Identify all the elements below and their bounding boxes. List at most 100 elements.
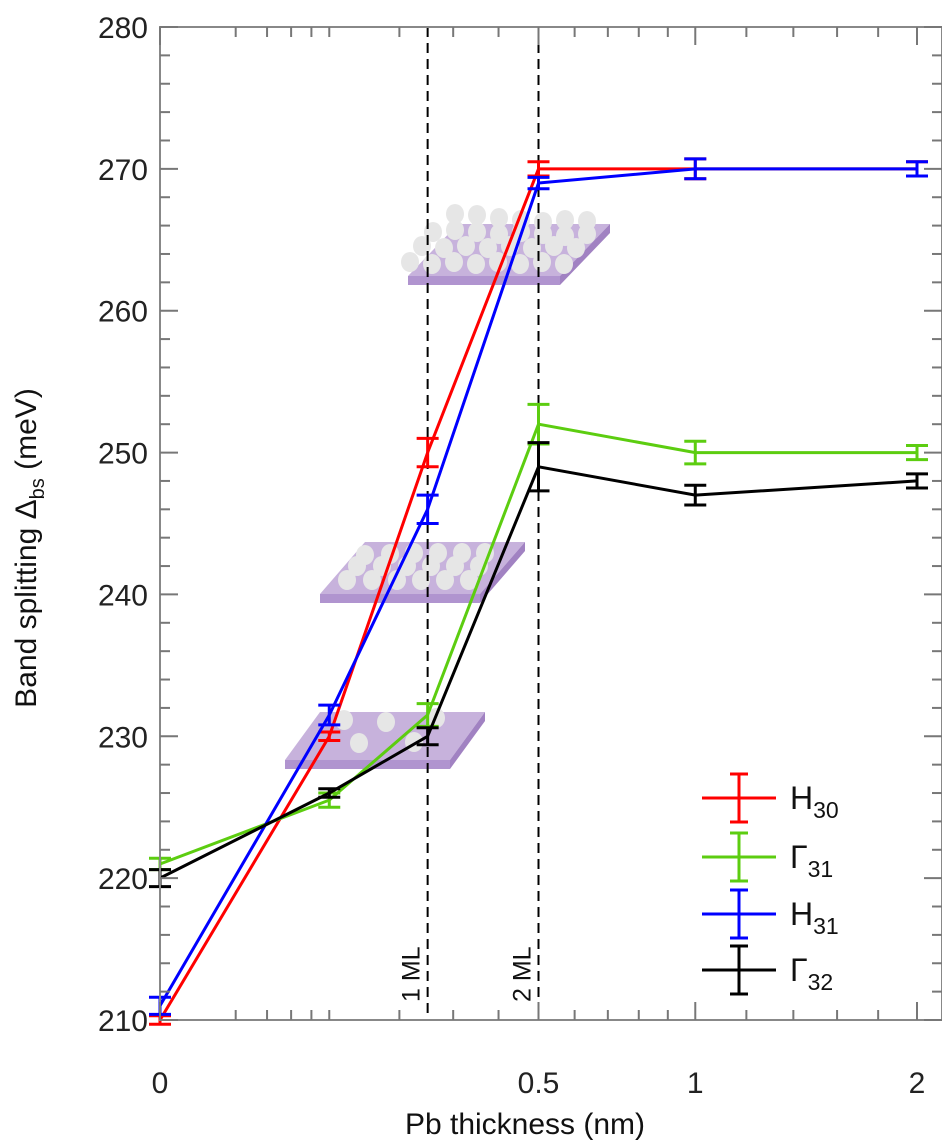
data-point — [416, 493, 439, 525]
data-point — [416, 436, 439, 469]
pb-cluster — [422, 556, 440, 576]
pb-cluster — [578, 224, 596, 244]
y-tick-label: 240 — [98, 579, 148, 612]
legend-label-main: Γ — [790, 839, 808, 875]
substrate-front-face — [408, 276, 560, 285]
y-axis-title: Band splitting Δbs (meV) — [10, 388, 49, 708]
substrate-side-face — [450, 712, 485, 769]
y-axis-title-subscript: bs — [27, 478, 49, 499]
x-tick-label: 0.5 — [518, 1067, 560, 1100]
data-point — [318, 703, 341, 727]
pb-cluster — [446, 556, 464, 576]
pb-cluster — [468, 222, 486, 242]
y-tick-label: 270 — [98, 154, 148, 187]
series-4 — [149, 441, 928, 889]
data-point — [684, 439, 707, 466]
pb-cluster — [460, 570, 478, 590]
y-tick-label: 250 — [98, 438, 148, 471]
data-point — [684, 483, 707, 507]
vline-label-2: 2 ML — [509, 946, 537, 1002]
series-line — [159, 465, 918, 880]
pb-cluster — [445, 252, 463, 272]
data-point — [906, 160, 928, 178]
axis-titles: Pb thickness (nm) Band splitting Δbs (me… — [10, 388, 645, 1141]
x-tick-label: 2 — [909, 1067, 926, 1100]
pb-cluster — [490, 224, 508, 244]
series-2 — [149, 402, 928, 872]
substrate-front-face — [320, 594, 480, 603]
data-point — [527, 175, 550, 191]
axes — [159, 26, 942, 1021]
y-axis-title-unit: (meV) — [10, 388, 43, 478]
y-tick-label: 230 — [98, 721, 148, 754]
pb-cluster — [511, 254, 529, 274]
legend-entry-2: Γ31 — [702, 831, 833, 883]
plot-frame — [159, 26, 942, 1021]
substrate-side-face — [560, 224, 610, 285]
pb-cluster — [545, 236, 563, 256]
y-axis-title-main: Band splitting Δ — [10, 499, 43, 708]
pb-cluster — [435, 238, 453, 258]
pb-cluster — [446, 220, 464, 240]
pb-cluster — [468, 205, 486, 225]
data-point — [906, 443, 928, 462]
legend-label-main: H — [790, 896, 813, 932]
legend-entry-4: Γ32 — [702, 944, 833, 996]
substrate-side-face — [480, 542, 525, 603]
tick-labels: 210 220 230 240 250 260 270 280 0 0.5 1 2 — [98, 12, 925, 1100]
legend-label: Γ32 — [790, 952, 833, 995]
data-series — [149, 157, 928, 1026]
legend-label: H30 — [790, 780, 839, 823]
data-point — [527, 441, 550, 493]
legend-label-main: H — [790, 780, 813, 816]
y-tick-label: 210 — [98, 1005, 148, 1038]
pb-cluster — [377, 712, 395, 732]
legend-entry-3: H31 — [702, 888, 839, 940]
series-line — [158, 167, 917, 1007]
substrate-illustration-3 — [401, 204, 610, 285]
x-tick-label: 0 — [152, 1067, 169, 1100]
pb-cluster — [523, 238, 541, 258]
pb-cluster — [423, 254, 441, 274]
pb-cluster — [338, 570, 356, 590]
pb-cluster — [533, 252, 551, 272]
data-point — [318, 787, 341, 799]
pb-cluster — [490, 208, 508, 228]
pb-cluster — [555, 254, 573, 274]
legend-entry-1: H30 — [702, 772, 839, 824]
pb-cluster — [412, 570, 430, 590]
legend-label-subscript: 31 — [813, 913, 839, 939]
pb-cluster — [556, 210, 574, 230]
pb-cluster — [436, 570, 454, 590]
pb-cluster — [567, 238, 585, 258]
y-tick-label: 260 — [98, 296, 148, 329]
pb-cluster — [479, 238, 497, 258]
pb-cluster — [413, 236, 431, 256]
data-point — [318, 730, 341, 743]
deposition-illustrations — [285, 204, 610, 769]
series-line — [159, 422, 917, 866]
substrate-front-face — [285, 760, 450, 769]
pb-cluster — [467, 254, 485, 274]
pb-cluster — [350, 733, 368, 753]
legend-label-main: Γ — [790, 952, 808, 988]
legend-label-subscript: 30 — [813, 797, 839, 823]
pb-cluster — [401, 252, 419, 272]
data-point — [906, 472, 928, 490]
pb-cluster — [348, 556, 366, 576]
y-tick-label: 220 — [98, 863, 148, 896]
legend-label: Γ31 — [790, 839, 833, 882]
legend-label: H31 — [790, 896, 839, 939]
legend-label-subscript: 31 — [808, 856, 834, 882]
x-axis-title: Pb thickness (nm) — [405, 1108, 645, 1141]
data-point — [416, 726, 439, 747]
pb-cluster — [457, 236, 475, 256]
vline-label-1: 1 ML — [398, 946, 426, 1002]
legend-label-subscript: 32 — [808, 969, 834, 995]
x-tick-label: 1 — [687, 1067, 704, 1100]
pb-cluster — [446, 204, 464, 224]
y-tick-label: 280 — [98, 12, 148, 45]
